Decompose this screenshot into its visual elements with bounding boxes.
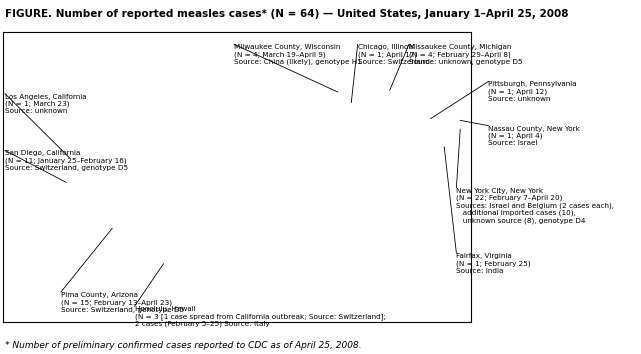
Text: Los Angeles, California
(N = 1; March 23)
Source: unknown: Los Angeles, California (N = 1; March 23… <box>5 94 87 114</box>
Text: Missaukee County, Michigan
(N = 4; February 29–April 8)
Source: unknown, genotyp: Missaukee County, Michigan (N = 4; Febru… <box>409 44 522 65</box>
Text: * Number of preliminary confirmed cases reported to CDC as of April 25, 2008.: * Number of preliminary confirmed cases … <box>5 341 362 350</box>
Text: Honolulu, Hawaii
(N = 3 [1 case spread from California outbreak; Source: Switzer: Honolulu, Hawaii (N = 3 [1 case spread f… <box>135 306 385 327</box>
Text: Nassau County, New York
(N = 1; April 4)
Source: Israel: Nassau County, New York (N = 1; April 4)… <box>488 126 580 146</box>
Text: FIGURE. Number of reported measles cases* (N = 64) — United States, January 1–Ap: FIGURE. Number of reported measles cases… <box>5 9 569 19</box>
Text: Chicago, Illinois
(N = 1; April 17)
Source: Switzerland: Chicago, Illinois (N = 1; April 17) Sour… <box>358 44 429 65</box>
Text: San Diego, California
(N = 11; January 25–February 16)
Source: Switzerland, geno: San Diego, California (N = 11; January 2… <box>5 150 128 171</box>
Text: Pittsburgh, Pennsylvania
(N = 1; April 12)
Source: unknown: Pittsburgh, Pennsylvania (N = 1; April 1… <box>488 81 577 102</box>
Text: Milwaukee County, Wisconsin
(N = 4; March 19–April 9)
Source: China (likely), ge: Milwaukee County, Wisconsin (N = 4; Marc… <box>234 44 362 65</box>
Text: Fairfax, Virginia
(N = 1; February 25)
Source: India: Fairfax, Virginia (N = 1; February 25) S… <box>456 253 531 274</box>
Text: New York City, New York
(N = 22; February 7–April 20)
Sources: Israel and Belgiu: New York City, New York (N = 22; Februar… <box>456 188 614 224</box>
Text: Pima County, Arizona
(N = 15; February 13–April 23)
Source: Switzerland, genotyp: Pima County, Arizona (N = 15; February 1… <box>61 292 184 313</box>
